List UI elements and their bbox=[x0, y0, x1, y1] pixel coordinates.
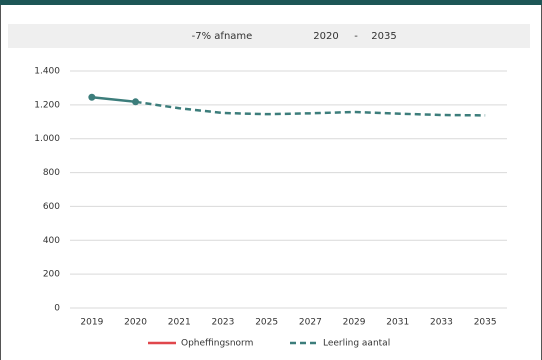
y-tick-label: 0 bbox=[54, 304, 60, 314]
x-tick-label: 2033 bbox=[430, 318, 453, 328]
y-tick-label: 600 bbox=[43, 202, 60, 212]
banner-change: -7% afname bbox=[192, 31, 253, 42]
y-tick-label: 1.200 bbox=[34, 100, 60, 110]
x-tick-label: 2025 bbox=[255, 318, 278, 328]
banner bbox=[8, 24, 530, 48]
banner-to: 2035 bbox=[371, 31, 396, 42]
y-tick-label: 1.400 bbox=[34, 67, 60, 77]
point bbox=[132, 98, 140, 106]
line-dashed bbox=[135, 100, 486, 117]
x-tick-label: 2023 bbox=[211, 318, 234, 328]
y-tick-label: 400 bbox=[43, 236, 60, 246]
top-bar bbox=[0, 0, 542, 5]
x-tick-label: 2021 bbox=[168, 318, 191, 328]
y-tick-label: 800 bbox=[43, 168, 60, 178]
x-tick-label: 2019 bbox=[80, 318, 103, 328]
x-tick-label: 2029 bbox=[343, 318, 366, 328]
legend-label: Opheffingsnorm bbox=[181, 339, 253, 349]
x-tick-label: 2035 bbox=[474, 318, 497, 328]
y-tick-label: 200 bbox=[43, 270, 60, 280]
banner-from: 2020 bbox=[313, 31, 338, 42]
point bbox=[88, 93, 96, 101]
banner-separator: - bbox=[354, 31, 358, 42]
x-tick-label: 2027 bbox=[299, 318, 322, 328]
legend-label: Leerling aantal bbox=[323, 339, 390, 349]
line-solid bbox=[91, 95, 136, 104]
y-tick-label: 1.000 bbox=[34, 134, 60, 144]
x-tick-label: 2020 bbox=[124, 318, 147, 328]
x-tick-label: 2031 bbox=[386, 318, 409, 328]
